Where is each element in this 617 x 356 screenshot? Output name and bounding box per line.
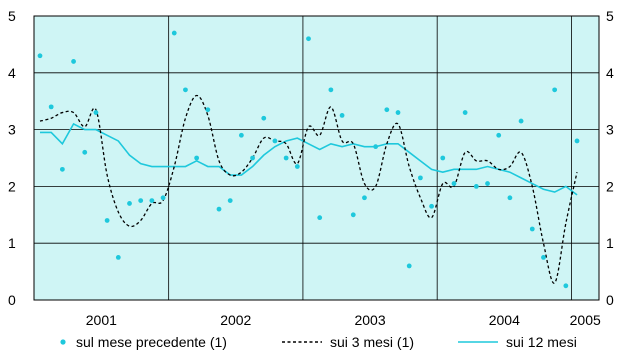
monthly-point xyxy=(574,138,580,144)
dashed-line-swatch-icon xyxy=(282,341,322,343)
y-tick-label-left: 3 xyxy=(8,122,16,138)
monthly-point xyxy=(71,59,76,64)
monthly-point xyxy=(104,218,110,223)
chart: 0 1 2 3 4 5 0 1 2 3 4 5 2001 2002 2003 2004 2005 xyxy=(8,8,614,328)
monthly-point xyxy=(183,87,188,93)
plot-area xyxy=(34,16,599,300)
monthly-point xyxy=(138,198,144,204)
x-year-label: 2003 xyxy=(354,312,385,328)
monthly-point xyxy=(149,198,155,204)
monthly-point xyxy=(115,255,121,260)
monthly-point xyxy=(194,155,200,161)
monthly-point xyxy=(238,132,244,138)
y-tick-label-right: 0 xyxy=(606,292,614,308)
y-tick-label-right: 5 xyxy=(606,8,614,24)
monthly-point xyxy=(59,166,65,172)
y-tick-label-left: 2 xyxy=(8,178,16,194)
monthly-point xyxy=(227,198,233,204)
monthly-point xyxy=(328,87,334,93)
x-year-label: 2001 xyxy=(86,312,117,328)
monthly-point xyxy=(563,283,569,289)
monthly-point xyxy=(406,263,412,269)
monthly-point xyxy=(440,155,446,161)
series-layer xyxy=(37,30,580,289)
x-year-label: 2004 xyxy=(489,312,520,328)
monthly-point xyxy=(37,53,43,59)
monthly-point xyxy=(462,110,468,115)
grid-lines xyxy=(34,16,599,300)
monthly-point xyxy=(552,87,558,93)
monthly-point xyxy=(205,107,211,113)
monthly-point xyxy=(417,175,423,181)
y-tick-label-left: 0 xyxy=(8,292,16,308)
axes: 0 1 2 3 4 5 0 1 2 3 4 5 2001 2002 2003 2004 2005 xyxy=(8,8,614,328)
legend-label-monthly: sul mese precedente (1) xyxy=(76,334,227,350)
y-tick-label-left: 5 xyxy=(8,8,16,24)
legend-item-3-months: sui 3 mesi (1) xyxy=(282,334,414,350)
legend-item-monthly: sul mese precedente (1) xyxy=(58,334,227,350)
monthly-point xyxy=(395,110,401,115)
monthly-point xyxy=(261,115,267,121)
y-tick-label-right: 2 xyxy=(606,178,614,194)
monthly-point xyxy=(451,181,457,186)
monthly-point xyxy=(283,155,289,161)
legend-label-12-months: sui 12 mesi xyxy=(506,334,577,350)
monthly-point xyxy=(48,104,54,110)
legend: sul mese precedente (1) sui 3 mesi (1) s… xyxy=(0,334,617,356)
x-year-label: 2002 xyxy=(220,312,251,328)
monthly-point xyxy=(384,107,390,113)
y-tick-label-left: 1 xyxy=(8,235,16,251)
legend-label-3-months: sui 3 mesi (1) xyxy=(330,334,415,350)
monthly-point xyxy=(362,195,367,201)
monthly-point xyxy=(339,113,345,118)
monthly-point xyxy=(82,149,88,155)
y-tick-label-right: 1 xyxy=(606,235,614,251)
monthly-point xyxy=(127,201,132,206)
x-year-label: 2005 xyxy=(570,312,601,328)
monthly-point xyxy=(485,181,490,186)
monthly-point xyxy=(518,118,524,124)
monthly-point xyxy=(373,144,379,150)
monthly-point xyxy=(93,110,99,115)
legend-item-12-months: sui 12 mesi xyxy=(458,334,577,350)
monthly-point xyxy=(507,195,513,201)
monthly-point xyxy=(272,138,278,144)
monthly-point xyxy=(473,184,479,189)
series-line-12-months xyxy=(40,122,578,196)
y-tick-label-right: 4 xyxy=(606,65,614,81)
monthly-point xyxy=(429,203,434,209)
plot-border xyxy=(33,15,600,301)
y-tick-label-right: 3 xyxy=(606,122,614,138)
monthly-point xyxy=(171,30,177,36)
monthly-point xyxy=(306,36,311,42)
monthly-point xyxy=(250,155,255,161)
solid-line-swatch-icon xyxy=(458,341,498,343)
monthly-point xyxy=(317,215,323,221)
marker-swatch-icon xyxy=(60,339,66,345)
monthly-point xyxy=(350,212,356,218)
monthly-point xyxy=(529,226,535,232)
monthly-point xyxy=(541,255,546,260)
monthly-point xyxy=(160,195,166,201)
series-line-3-months xyxy=(39,94,578,284)
y-tick-label-left: 4 xyxy=(8,65,16,81)
monthly-point xyxy=(294,164,300,169)
monthly-point xyxy=(496,132,502,138)
monthly-point xyxy=(216,206,222,212)
